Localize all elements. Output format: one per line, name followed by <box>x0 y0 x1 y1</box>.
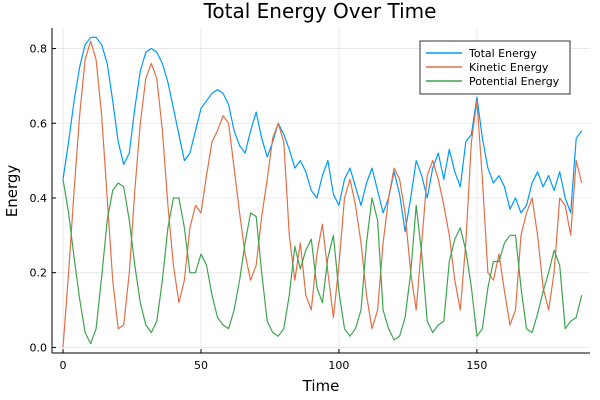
x-tick-label: 100 <box>328 359 349 372</box>
x-tick-label: 50 <box>194 359 208 372</box>
series-line-total-energy <box>62 36 583 233</box>
y-ticks: 0.0 0.2 0.4 0.6 0.8 <box>30 43 56 354</box>
legend-label-total: Total Energy <box>468 47 537 60</box>
x-tick-label: 0 <box>60 359 67 372</box>
series-line-potential-energy <box>62 179 583 345</box>
series-line-kinetic-energy <box>62 40 583 348</box>
y-tick-label: 0.2 <box>30 267 48 280</box>
legend-label-kinetic: Kinetic Energy <box>469 61 549 74</box>
chart-title: Total Energy Over Time <box>203 0 437 23</box>
y-tick-label: 0.8 <box>30 43 48 56</box>
y-tick-label: 0.6 <box>30 117 48 130</box>
x-axis-label: Time <box>302 377 340 395</box>
axes <box>51 28 590 354</box>
legend: Total Energy Kinetic Energy Potential En… <box>419 40 571 95</box>
x-ticks: 0 50 100 150 <box>60 349 487 372</box>
y-axis-label: Energy <box>3 165 21 218</box>
x-tick-label: 150 <box>466 359 487 372</box>
legend-label-potential: Potential Energy <box>469 75 560 88</box>
y-tick-label: 0.4 <box>30 192 48 205</box>
series-group <box>62 36 583 348</box>
y-tick-label: 0.0 <box>30 341 48 354</box>
